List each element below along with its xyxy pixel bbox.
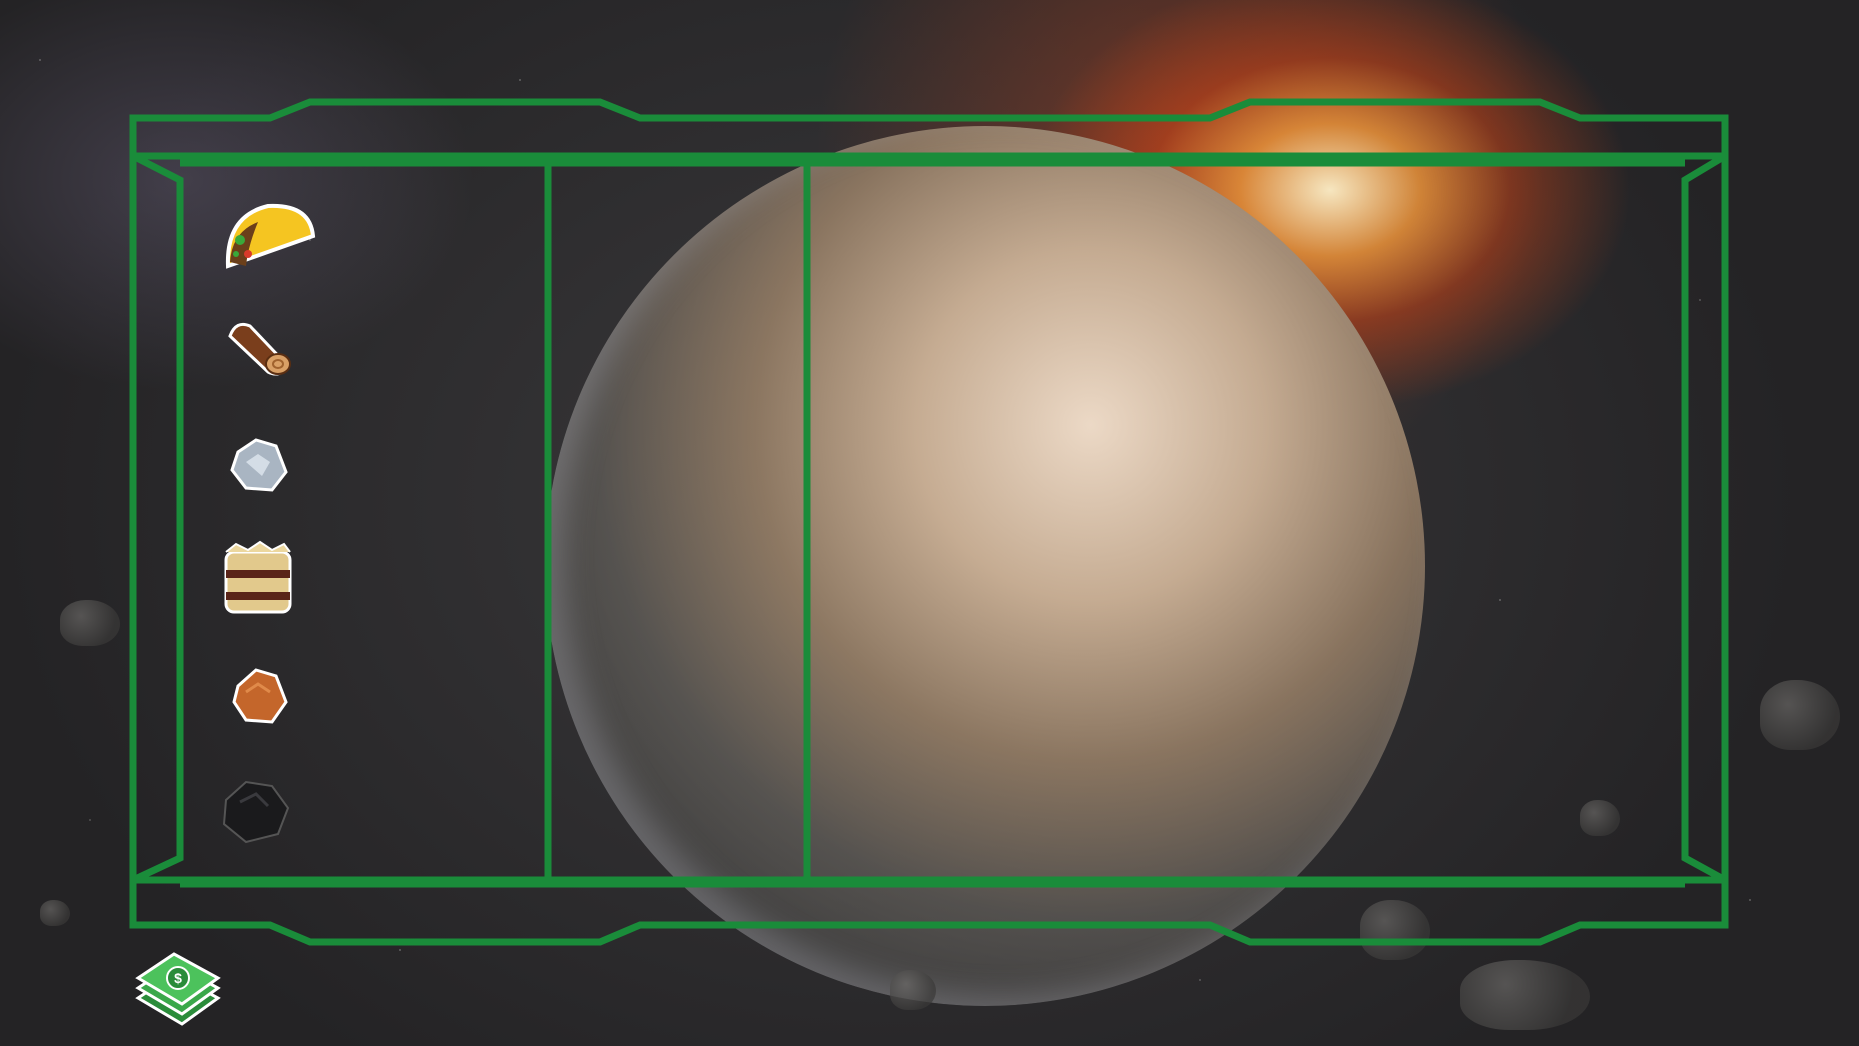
svg-text:$: $ [174, 970, 182, 986]
asteroid [1460, 960, 1590, 1030]
asteroid [40, 900, 70, 926]
copper-ore-icon [232, 668, 288, 724]
taco-icon [225, 203, 316, 269]
asteroid [60, 600, 120, 646]
asteroid [890, 970, 936, 1010]
hud-right-panel [1681, 149, 1729, 886]
asteroid [1580, 800, 1620, 836]
planet [545, 126, 1425, 1006]
hud-top-bar [129, 98, 1729, 160]
hay-bale-icon [224, 540, 292, 614]
log-icon [228, 322, 291, 376]
hud-bottom-bar [129, 876, 1729, 946]
money-stack-icon[interactable]: $ [132, 940, 222, 1028]
asteroid [1760, 680, 1840, 750]
stone-icon [230, 438, 288, 492]
asteroid [1360, 900, 1430, 960]
coal-icon [222, 780, 290, 844]
hud-left-panel [129, 150, 184, 886]
